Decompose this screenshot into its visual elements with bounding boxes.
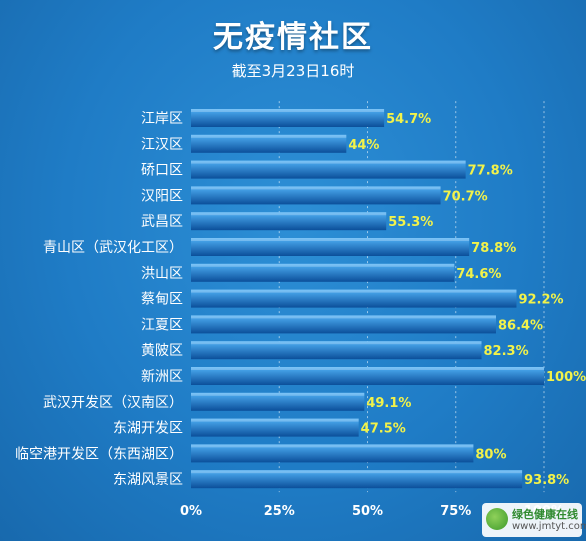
- category-label: 蔡甸区: [141, 292, 183, 308]
- bar: [191, 341, 482, 360]
- value-label: 86.4%: [498, 318, 543, 333]
- bar: [191, 109, 385, 127]
- bar-highlight: [191, 212, 387, 216]
- value-label: 78.8%: [471, 241, 516, 256]
- category-label: 东湖开发区: [113, 421, 183, 437]
- value-label: 44%: [348, 138, 379, 153]
- value-label: 92.2%: [518, 293, 563, 308]
- watermark: 绿色健康在线 www.jmtyt.com: [482, 503, 586, 537]
- bar: [191, 289, 517, 308]
- bar-highlight: [191, 444, 474, 448]
- bar-highlight: [191, 418, 359, 422]
- value-label: 70.7%: [443, 189, 488, 204]
- category-label: 临空港开发区（东西湖区）: [15, 446, 183, 462]
- value-label: 82.3%: [484, 344, 529, 359]
- category-label: 黄陂区: [141, 342, 183, 359]
- watermark-logo-icon: [486, 508, 508, 530]
- bar-highlight: [191, 392, 365, 396]
- category-label: 江岸区: [141, 111, 183, 127]
- bar: [191, 160, 466, 179]
- category-label: 青山区（武汉化工区）: [43, 240, 183, 256]
- watermark-url: www.jmtyt.com: [512, 521, 586, 532]
- chart-subtitle: 截至3月23日16时: [231, 62, 355, 80]
- bar: [191, 186, 441, 205]
- bar: [191, 212, 387, 231]
- value-label: 47.5%: [361, 422, 406, 437]
- value-label: 74.6%: [456, 267, 501, 282]
- bar-highlight: [191, 341, 482, 345]
- bar: [191, 263, 455, 282]
- value-label: 49.1%: [366, 396, 411, 411]
- bar: [191, 367, 544, 385]
- bar-highlight: [191, 263, 455, 267]
- chart-title: 无疫情社区: [213, 20, 373, 55]
- category-label: 硚口区: [141, 163, 183, 179]
- bar: [191, 392, 365, 411]
- category-label: 武汉开发区（汉南区）: [43, 395, 183, 411]
- value-label: 55.3%: [388, 215, 433, 230]
- bar: [191, 444, 474, 463]
- category-label: 江夏区: [141, 317, 183, 333]
- value-label: 93.8%: [524, 473, 569, 488]
- bar-highlight: [191, 160, 466, 164]
- value-label: 77.8%: [468, 164, 513, 179]
- bar: [191, 418, 359, 437]
- category-label: 江汉区: [141, 137, 183, 153]
- value-label: 80%: [475, 447, 506, 462]
- category-label: 新洲区: [141, 369, 183, 385]
- value-label: 100%: [546, 370, 586, 385]
- watermark-name: 绿色健康在线: [512, 508, 578, 521]
- bar-highlight: [191, 315, 496, 319]
- bar-highlight: [191, 367, 544, 370]
- x-tick-label: 25%: [264, 504, 295, 519]
- x-tick-label: 75%: [440, 504, 471, 519]
- bar: [191, 134, 347, 153]
- category-label: 武昌区: [141, 214, 183, 230]
- x-tick-label: 0%: [180, 504, 202, 519]
- bar: [191, 315, 496, 334]
- category-label: 洪山区: [141, 266, 183, 282]
- category-label: 东湖风景区: [113, 472, 183, 488]
- bar-highlight: [191, 186, 441, 190]
- bar-highlight: [191, 238, 470, 241]
- bar-highlight: [191, 289, 517, 293]
- bar: [191, 238, 470, 256]
- value-label: 54.7%: [386, 112, 431, 127]
- bar-highlight: [191, 134, 347, 138]
- bar: [191, 470, 523, 489]
- bar-highlight: [191, 109, 385, 112]
- category-label: 汉阳区: [141, 188, 183, 204]
- bar-highlight: [191, 470, 523, 474]
- x-tick-label: 50%: [352, 504, 383, 519]
